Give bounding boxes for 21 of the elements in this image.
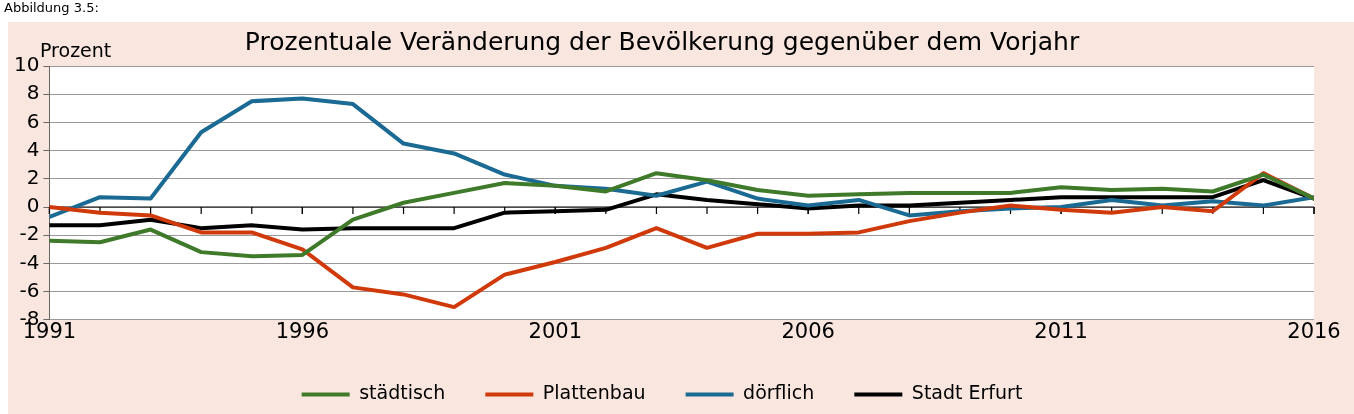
y-tick-label: 10 <box>14 52 40 77</box>
text: Abbildung 3.5: <box>4 0 99 15</box>
chart-title: Prozentuale Veränderung der Bevölkerung gegenüber dem Vorjahr <box>244 26 1080 56</box>
y-tick-label: -2 <box>19 221 40 246</box>
y-tick-label: -4 <box>19 249 40 274</box>
y-tick-label: 4 <box>26 136 40 161</box>
legend-label: städtisch <box>359 381 446 404</box>
x-tick-label: 2001 <box>528 318 582 343</box>
legend-label: Plattenbau <box>542 381 646 404</box>
y-tick-label: 8 <box>26 80 40 105</box>
y-tick-label: 2 <box>26 165 40 189</box>
x-tick-label: 2011 <box>1034 318 1088 343</box>
legend-label: Stadt Erfurt <box>911 381 1023 404</box>
x-tick-label: 1996 <box>275 318 330 343</box>
y-tick-label: 6 <box>26 108 40 133</box>
x-tick-label: 2016 <box>1287 318 1341 343</box>
legend-label: dörflich <box>743 381 815 404</box>
y-tick-label: 0 <box>26 193 40 218</box>
y-axis-title: Prozent <box>40 39 112 61</box>
y-tick-label: -6 <box>19 277 40 302</box>
x-tick-label: 2006 <box>781 318 835 343</box>
